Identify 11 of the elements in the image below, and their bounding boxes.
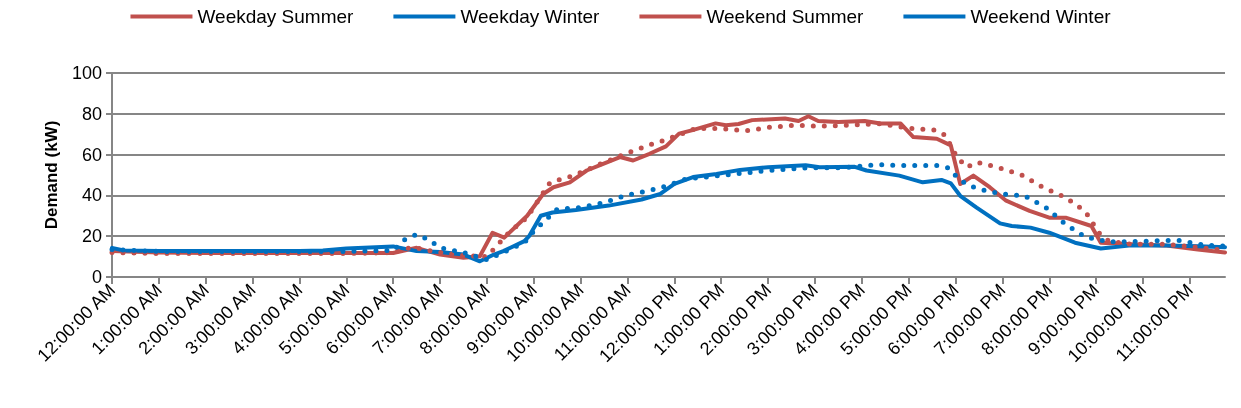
y-tick-label: 100 <box>71 63 102 83</box>
legend-label: Weekday Summer <box>197 6 355 27</box>
y-axis-title: Demand (kW) <box>42 120 61 230</box>
y-tick-label: 60 <box>81 144 102 165</box>
legend-label: Weekday Winter <box>460 6 601 27</box>
y-tick-label: 40 <box>81 185 102 206</box>
y-tick-label: 80 <box>81 103 102 124</box>
y-tick-label: 20 <box>81 226 102 247</box>
legend-label: Weekend Summer <box>706 6 865 27</box>
legend-label: Weekend Winter <box>970 6 1112 27</box>
y-tick-label: 0 <box>91 267 102 287</box>
